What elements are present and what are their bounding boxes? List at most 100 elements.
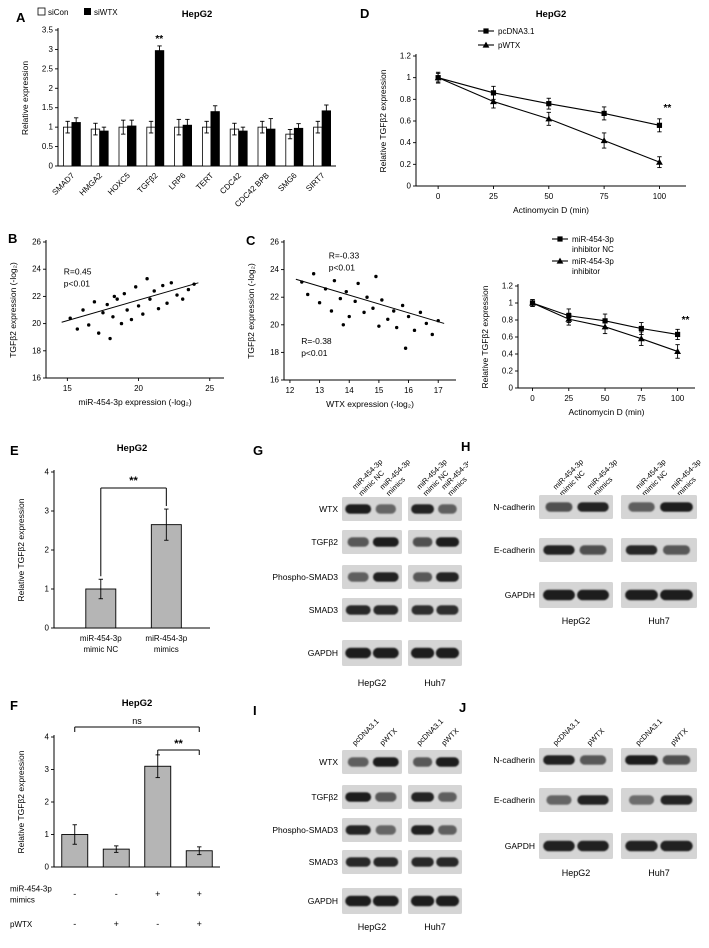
svg-text:HepG2: HepG2: [117, 443, 148, 454]
svg-text:14: 14: [345, 386, 354, 395]
svg-text:pcDNA3.1: pcDNA3.1: [634, 717, 665, 748]
svg-text:0: 0: [49, 162, 54, 171]
svg-text:0: 0: [45, 624, 50, 633]
svg-text:HepG2: HepG2: [182, 9, 213, 20]
svg-text:20: 20: [270, 320, 279, 329]
svg-text:siCon: siCon: [48, 8, 68, 17]
svg-text:100: 100: [653, 192, 667, 201]
svg-text:R=0.45: R=0.45: [64, 266, 92, 276]
svg-text:3: 3: [45, 507, 50, 516]
svg-text:25: 25: [564, 394, 573, 403]
svg-text:50: 50: [544, 192, 553, 201]
svg-text:R=-0.33: R=-0.33: [329, 250, 360, 260]
panel-letter-b: B: [8, 231, 18, 246]
panel-c-correlation-scatter: 16 18 20 22 24 26 TGFβ2 expression (-log₂) 12 13…: [244, 228, 466, 428]
svg-text:-: -: [156, 919, 159, 929]
svg-text:1.5: 1.5: [42, 103, 54, 112]
svg-text:3.5: 3.5: [42, 26, 54, 35]
svg-text:siWTX: siWTX: [94, 8, 118, 17]
panel-letter-g: G: [253, 443, 264, 458]
svg-text:Relative TGFβ2 expression: Relative TGFβ2 expression: [378, 69, 388, 172]
svg-text:Relative TGFβ2 expression: Relative TGFβ2 expression: [16, 498, 26, 601]
svg-text:2: 2: [45, 546, 50, 555]
svg-text:TGFβ2: TGFβ2: [136, 171, 160, 195]
svg-text:SMG6: SMG6: [276, 171, 299, 194]
svg-text:0.8: 0.8: [400, 95, 412, 104]
svg-text:HMGA2: HMGA2: [78, 171, 105, 198]
svg-text:+: +: [155, 889, 160, 899]
svg-text:4: 4: [45, 733, 50, 742]
svg-text:+: +: [197, 919, 202, 929]
svg-text:Actinomycin D (min): Actinomycin D (min): [568, 407, 644, 417]
svg-text:1.2: 1.2: [502, 282, 514, 291]
svg-text:100: 100: [671, 394, 685, 403]
svg-text:1: 1: [509, 299, 514, 308]
svg-text:0.2: 0.2: [400, 160, 412, 169]
svg-text:**: **: [174, 738, 183, 750]
svg-text:pWTX: pWTX: [585, 726, 606, 747]
svg-text:**: **: [682, 315, 690, 326]
svg-text:12: 12: [285, 386, 294, 395]
panel-letter-h: H: [461, 439, 471, 454]
svg-text:+: +: [197, 889, 202, 899]
svg-text:26: 26: [270, 238, 279, 247]
svg-text:16: 16: [270, 376, 279, 385]
svg-text:GAPDH: GAPDH: [308, 648, 338, 658]
panel-h-western-blot: miR-454-3pmimic NC miR-454-3pmimics miR-45…: [463, 438, 709, 646]
panel-letter-j: J: [459, 700, 467, 715]
svg-text:E-cadherin: E-cadherin: [494, 795, 535, 805]
svg-text:22: 22: [32, 292, 41, 301]
svg-text:3: 3: [49, 45, 54, 54]
svg-text:0: 0: [436, 192, 441, 201]
svg-text:p<0.01: p<0.01: [301, 348, 328, 358]
svg-text:75: 75: [637, 394, 646, 403]
svg-text:0: 0: [530, 394, 535, 403]
svg-text:miR-454-3p: miR-454-3p: [10, 885, 52, 894]
svg-text:inhibitor: inhibitor: [572, 267, 600, 276]
svg-text:R=-0.38: R=-0.38: [301, 336, 332, 346]
panel-b-correlation-scatter: 16 18 20 22 24 26 TGFβ2 expression (-log₂) 15 20…: [6, 228, 236, 424]
svg-text:2.5: 2.5: [42, 64, 54, 73]
svg-text:HepG2: HepG2: [536, 9, 567, 20]
svg-text:0.5: 0.5: [42, 142, 54, 151]
svg-text:Phospho-SMAD3: Phospho-SMAD3: [272, 825, 338, 835]
svg-text:16: 16: [404, 386, 413, 395]
svg-text:0.6: 0.6: [502, 333, 514, 342]
svg-text:miR-454-3pmimics: miR-454-3pmimics: [669, 457, 709, 497]
panel-a-sirna-bar-chart: 0 0.5 1 1.5 2 2.5 3 3.5 Relative expression HepG2…: [6, 4, 346, 228]
svg-text:13: 13: [315, 386, 324, 395]
svg-text:0.4: 0.4: [502, 350, 514, 359]
panel-d-mrna-decay-line-chart: 0 0.2 0.4 0.6 0.8 1 1.2 Relative TGFβ2 expressi…: [360, 4, 704, 232]
panel-d2-mrna-decay-line-chart: 0 0.2 0.4 0.6 0.8 1 1.2 Relative TGFβ2 expressi…: [468, 226, 709, 434]
panel-letter-i: I: [253, 703, 257, 718]
svg-text:75: 75: [600, 192, 609, 201]
svg-text:miR-454-3pmimic NC: miR-454-3pmimic NC: [551, 457, 591, 497]
svg-text:N-cadherin: N-cadherin: [493, 755, 535, 765]
svg-text:0: 0: [45, 863, 50, 872]
svg-text:26: 26: [32, 238, 41, 247]
svg-text:GAPDH: GAPDH: [505, 841, 535, 851]
panel-j-western-blot: pcDNA3.1 pWTX pcDNA3.1 pWTX N-cadherin E-cadh…: [463, 698, 709, 916]
svg-text:1: 1: [49, 123, 54, 132]
svg-text:GAPDH: GAPDH: [308, 896, 338, 906]
svg-text:22: 22: [270, 293, 279, 302]
svg-text:TGFβ2 expression (-log₂): TGFβ2 expression (-log₂): [8, 262, 18, 358]
panel-i-western-blot: pcDNA3.1 pWTX pcDNA3.1 pWTX WTX TGFβ2 Phospho-…: [238, 698, 468, 948]
svg-text:3: 3: [45, 765, 50, 774]
svg-text:SMAD3: SMAD3: [309, 605, 339, 615]
svg-text:Phospho-SMAD3: Phospho-SMAD3: [272, 572, 338, 582]
svg-text:4: 4: [45, 468, 50, 477]
svg-text:miR-454-3pmimic NC: miR-454-3pmimic NC: [634, 457, 674, 497]
svg-text:WTX: WTX: [319, 504, 338, 514]
svg-text:**: **: [129, 475, 138, 487]
svg-text:0.4: 0.4: [400, 138, 412, 147]
svg-text:miR-454-3p: miR-454-3p: [572, 235, 614, 244]
svg-text:Actinomycin D (min): Actinomycin D (min): [513, 205, 589, 215]
svg-text:SIRT7: SIRT7: [304, 171, 327, 194]
svg-text:HepG2: HepG2: [562, 868, 591, 878]
svg-text:GAPDH: GAPDH: [505, 590, 535, 600]
svg-text:Huh7: Huh7: [424, 678, 446, 688]
svg-text:pWTX: pWTX: [439, 726, 460, 747]
svg-text:2: 2: [45, 798, 50, 807]
